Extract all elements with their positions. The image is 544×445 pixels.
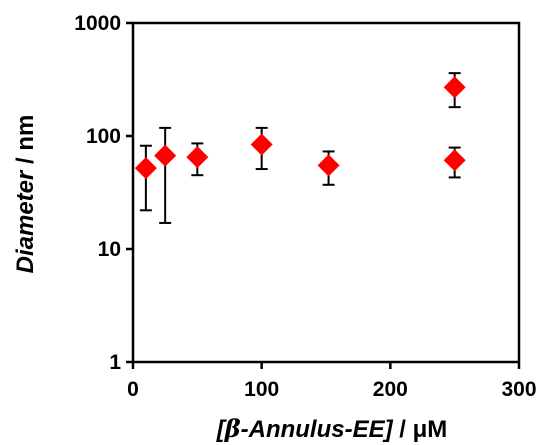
data-point: [134, 157, 157, 180]
x-axis-ticks: 0 100 200 300: [127, 362, 537, 401]
y-axis-title-unit: / nm: [12, 115, 39, 171]
plot-border: [131, 21, 521, 364]
x-tick-label: 0: [127, 378, 139, 401]
x-axis-title-open: [: [216, 416, 228, 443]
data-point: [443, 149, 466, 172]
data-point: [154, 144, 177, 167]
data-points: [134, 76, 466, 180]
x-axis-title-unit: / μM: [393, 416, 448, 443]
x-axis-title-beta: β: [224, 414, 241, 443]
error-bar: [159, 126, 172, 224]
error-bars: [139, 72, 461, 224]
y-tick-label: 1: [109, 351, 121, 374]
x-axis-title: [β-Annulus-EE] / μM: [216, 414, 448, 443]
y-tick-label: 1000: [74, 12, 121, 35]
x-axis-title-name: -Annulus-EE]: [241, 416, 394, 443]
x-tick-label: 300: [501, 378, 536, 401]
x-tick-label: 100: [244, 378, 279, 401]
data-point: [317, 154, 340, 177]
data-point: [443, 76, 466, 99]
y-axis-title-name: Diameter: [12, 169, 39, 273]
data-point: [250, 133, 273, 156]
data-point: [186, 146, 209, 169]
y-axis-ticks: 1 10 100 1000: [74, 12, 133, 374]
y-tick-label: 10: [98, 238, 121, 261]
y-axis-title: Diameter / nm: [12, 115, 39, 274]
plot-frame: [131, 21, 521, 364]
y-tick-label: 100: [86, 125, 121, 148]
x-tick-label: 200: [373, 378, 408, 401]
